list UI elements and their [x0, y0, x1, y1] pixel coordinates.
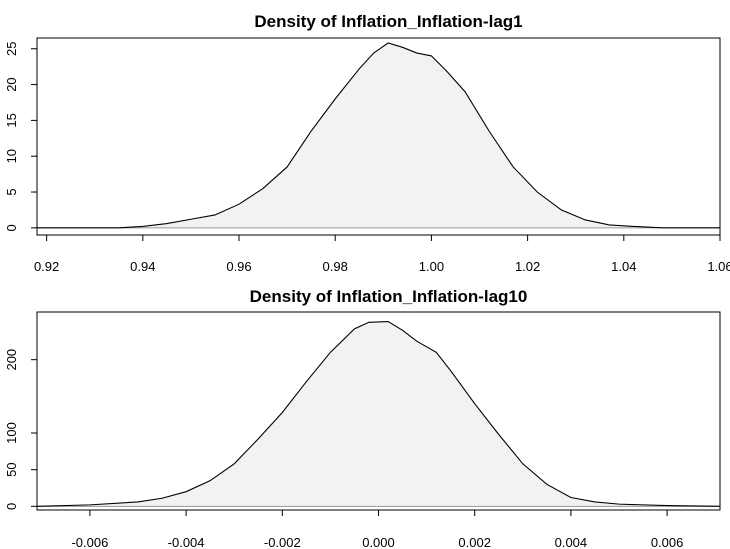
y-tick-label: 50 [4, 462, 19, 476]
x-tick-label: 0.96 [226, 259, 251, 274]
chart-title: Density of Inflation_Inflation-lag1 [254, 12, 522, 31]
y-tick-label: 200 [4, 349, 19, 371]
y-tick-label: 5 [4, 188, 19, 195]
x-tick-label: -0.004 [168, 535, 205, 549]
x-tick-label: 1.00 [419, 259, 444, 274]
plot-frame [36, 37, 721, 236]
y-tick-label: 10 [4, 149, 19, 163]
density-fill [37, 321, 720, 507]
density-panel-2: Density of Inflation_Inflation-lag10 -0.0… [4, 287, 721, 549]
x-tick-label: 0.92 [34, 259, 59, 274]
x-tick-label: 0.000 [362, 535, 395, 549]
x-tick-label: 0.006 [651, 535, 684, 549]
chart-title: Density of Inflation_Inflation-lag10 [250, 287, 528, 306]
x-tick-label: 1.04 [611, 259, 636, 274]
x-tick-label: 1.02 [515, 259, 540, 274]
x-tick-label: -0.002 [264, 535, 301, 549]
x-tick-label: 0.98 [323, 259, 348, 274]
x-tick-label: 0.94 [130, 259, 155, 274]
x-tick-label: 1.06 [707, 259, 730, 274]
density-fill [37, 43, 720, 228]
y-tick-label: 0 [4, 503, 19, 510]
y-tick-label: 25 [4, 42, 19, 56]
x-tick-label: 0.004 [555, 535, 588, 549]
density-panel-1: Density of Inflation_Inflation-lag1 0.92 0… [4, 12, 730, 274]
density-curve [36, 320, 721, 507]
y-tick-label: 20 [4, 77, 19, 91]
y-tick-label: 0 [4, 224, 19, 231]
density-curve [37, 42, 720, 229]
x-tick-label: -0.006 [71, 535, 108, 549]
y-tick-label: 15 [4, 113, 19, 127]
y-tick-label: 100 [4, 422, 19, 444]
x-tick-label: 0.002 [458, 535, 491, 549]
